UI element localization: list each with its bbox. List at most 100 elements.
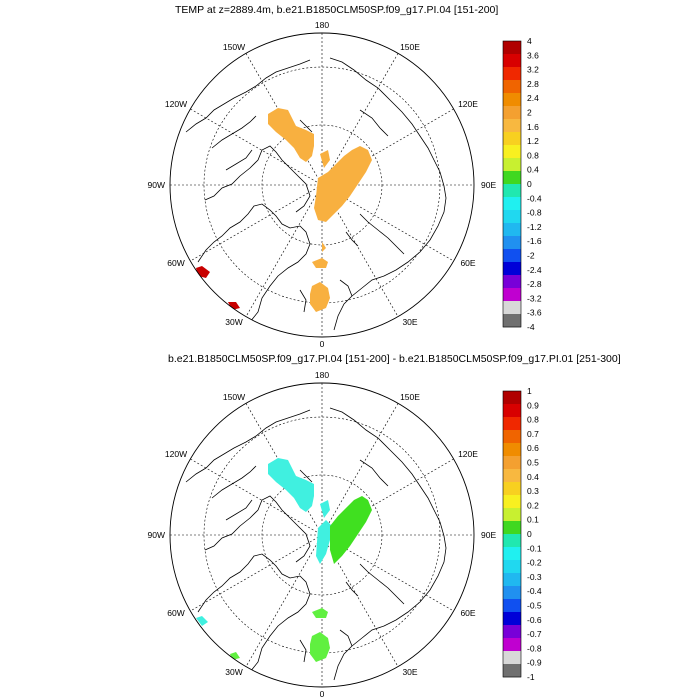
colorbar-label: -2.4 — [527, 265, 542, 275]
colorbar-label: 1.2 — [527, 136, 539, 146]
colorbar-label: 0.3 — [527, 486, 539, 496]
colorbar-label: 0.4 — [527, 472, 539, 482]
colorbar-swatch — [503, 197, 521, 211]
colorbar-swatch — [503, 573, 521, 587]
colorbar-swatch — [503, 158, 521, 172]
colorbar-2: 1 0.9 0.8 0.7 0.6 0.5 0.4 0.3 0.2 0.1 0 -0.1 -0.2 -0.… — [502, 386, 542, 682]
lon-label-60e: 60E — [460, 258, 475, 268]
lon-label-90w: 90W — [148, 180, 165, 190]
colorbar-label: 0.5 — [527, 458, 539, 468]
colorbar-swatch — [503, 210, 521, 224]
colorbar-label: -2 — [527, 251, 535, 261]
colorbar-label: -0.7 — [527, 629, 542, 639]
colorbar-swatch — [503, 184, 521, 198]
lon-label-180: 180 — [315, 370, 329, 380]
colorbar-label: 0.1 — [527, 515, 539, 525]
lon-label-0: 0 — [320, 689, 325, 699]
colorbar-swatch — [503, 262, 521, 276]
colorbar-swatch — [503, 145, 521, 159]
colorbar-label: 0.6 — [527, 443, 539, 453]
colorbar-swatch — [503, 119, 521, 133]
colorbar-label: 2.8 — [527, 79, 539, 89]
colorbar-swatch — [503, 106, 521, 120]
colorbar-1: 4 3.6 3.2 2.8 2.4 2 1.6 1.2 0.8 0.4 0 -0.4 -0.8 -1.2 -… — [502, 36, 542, 332]
lon-label-60e: 60E — [460, 608, 475, 618]
colorbar-swatch — [503, 288, 521, 302]
lon-label-120w: 120W — [165, 449, 187, 459]
colorbar-swatch — [503, 391, 521, 405]
colorbar-label: -0.3 — [527, 572, 542, 582]
polar-map-2 — [169, 382, 475, 688]
colorbar-swatch — [503, 430, 521, 444]
colorbar-swatch — [503, 93, 521, 107]
colorbar-swatch — [503, 223, 521, 237]
lon-label-120e: 120E — [458, 449, 478, 459]
colorbar-swatch — [503, 495, 521, 509]
colorbar-swatch — [503, 560, 521, 574]
colorbar-label: 1.6 — [527, 122, 539, 132]
colorbar-label: -0.9 — [527, 658, 542, 668]
colorbar-swatch — [503, 651, 521, 665]
temp-anomaly-fill-1 — [196, 108, 372, 312]
colorbar-swatch — [503, 80, 521, 94]
colorbar-label: -0.2 — [527, 558, 542, 568]
colorbar-label: 0.9 — [527, 400, 539, 410]
diff-anomaly-fill-2 — [196, 458, 372, 662]
lon-label-90e: 90E — [481, 530, 496, 540]
lon-label-120w: 120W — [165, 99, 187, 109]
colorbar-swatch — [503, 521, 521, 535]
colorbar-swatch — [503, 469, 521, 483]
colorbar-label: 2.4 — [527, 93, 539, 103]
colorbar-swatch — [503, 417, 521, 431]
colorbar-swatch — [503, 625, 521, 639]
colorbar-label: 0 — [527, 529, 532, 539]
colorbar-swatch — [503, 508, 521, 522]
colorbar-swatch — [503, 275, 521, 289]
colorbar-swatch — [503, 443, 521, 457]
colorbar-swatch — [503, 456, 521, 470]
lon-label-90e: 90E — [481, 180, 496, 190]
colorbar-label: -0.4 — [527, 193, 542, 203]
colorbar-swatch — [503, 54, 521, 68]
colorbar-label: 0.7 — [527, 429, 539, 439]
colorbar-label: -1.2 — [527, 222, 542, 232]
colorbar-swatch — [503, 599, 521, 613]
colorbar-frame — [502, 390, 522, 678]
colorbar-label: 0 — [527, 179, 532, 189]
lon-label-90w: 90W — [148, 530, 165, 540]
panel1-title: TEMP at z=2889.4m, b.e21.B1850CLM50SP.f0… — [175, 4, 499, 16]
colorbar-label: -4 — [527, 322, 535, 332]
colorbar-label: -0.8 — [527, 643, 542, 653]
colorbar-label: -0.6 — [527, 615, 542, 625]
colorbar-label: -2.8 — [527, 279, 542, 289]
colorbar-swatch — [503, 67, 521, 81]
colorbar-swatch — [503, 482, 521, 496]
colorbar-label: 3.6 — [527, 50, 539, 60]
colorbar-swatch — [503, 236, 521, 250]
colorbar-swatch — [503, 586, 521, 600]
panel1-map-figure: 180 0 90W 90E 150W 120W 150E 120E 60W 30… — [148, 20, 542, 349]
lon-label-30w: 30W — [225, 667, 242, 677]
colorbar-label: -3.2 — [527, 293, 542, 303]
colorbar-swatch — [503, 612, 521, 626]
colorbar-label: -1.6 — [527, 236, 542, 246]
panel2-title: b.e21.B1850CLM50SP.f09_g17.PI.04 [151-20… — [168, 353, 621, 365]
lon-label-30e: 30E — [402, 317, 417, 327]
lon-label-180: 180 — [315, 20, 329, 30]
colorbar-label: 0.8 — [527, 150, 539, 160]
colorbar-label: 0.8 — [527, 415, 539, 425]
colorbar-swatch — [503, 132, 521, 146]
colorbar-swatch — [503, 547, 521, 561]
polar-map-1 — [169, 32, 475, 338]
colorbar-label: 3.2 — [527, 65, 539, 75]
lon-label-150w: 150W — [223, 42, 245, 52]
colorbar-label: 1 — [527, 386, 532, 396]
colorbar-label: -1 — [527, 672, 535, 682]
lon-label-150e: 150E — [400, 392, 420, 402]
colorbar-label: -0.4 — [527, 586, 542, 596]
lon-label-30e: 30E — [402, 667, 417, 677]
colorbar-swatch — [503, 534, 521, 548]
coastlines-2 — [185, 407, 447, 681]
colorbar-label: 0.4 — [527, 165, 539, 175]
lon-label-150e: 150E — [400, 42, 420, 52]
